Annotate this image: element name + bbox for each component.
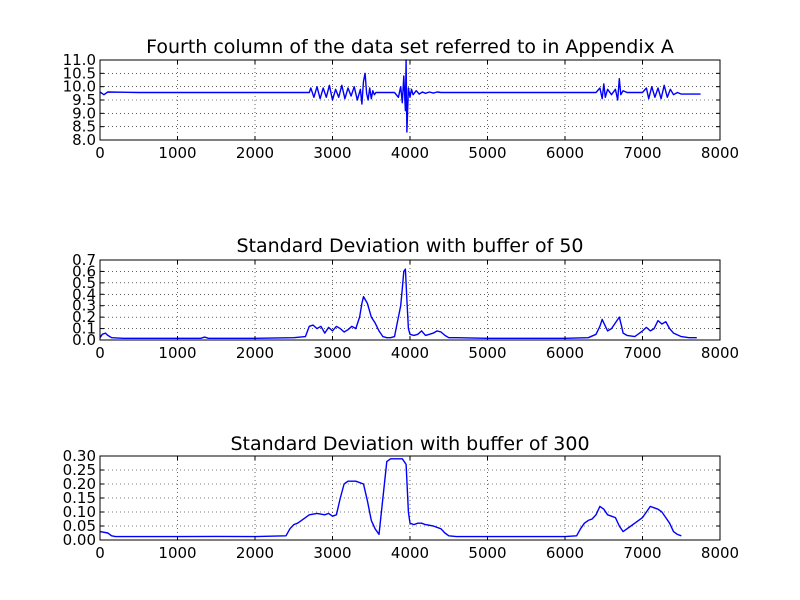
x-tick-label: 4000 [391, 144, 429, 162]
x-tick-label: 4000 [391, 344, 429, 362]
x-tick-label: 7000 [623, 144, 661, 162]
y-tick-label: 0.30 [63, 447, 96, 465]
x-tick-label: 1000 [158, 544, 196, 562]
x-tick-label: 6000 [546, 144, 584, 162]
panel-1-title: Fourth column of the data set referred t… [146, 36, 674, 58]
x-tick-label: 2000 [236, 344, 274, 362]
x-tick-label: 5000 [468, 544, 506, 562]
x-tick-label: 0 [95, 544, 105, 562]
y-tick-label: 0.7 [72, 251, 96, 269]
panel-2-title: Standard Deviation with buffer of 50 [236, 235, 583, 257]
x-tick-label: 5000 [468, 144, 506, 162]
x-tick-label: 3000 [313, 544, 351, 562]
x-tick-label: 1000 [158, 344, 196, 362]
x-tick-label: 3000 [313, 344, 351, 362]
x-tick-label: 2000 [236, 544, 274, 562]
x-tick-label: 8000 [701, 144, 739, 162]
x-tick-label: 5000 [468, 344, 506, 362]
x-tick-label: 8000 [701, 544, 739, 562]
x-tick-label: 4000 [391, 544, 429, 562]
x-tick-label: 1000 [158, 144, 196, 162]
x-tick-label: 6000 [546, 344, 584, 362]
y-tick-label: 11.0 [63, 51, 96, 69]
x-tick-label: 7000 [623, 544, 661, 562]
x-tick-label: 7000 [623, 344, 661, 362]
x-tick-label: 0 [95, 144, 105, 162]
panel-3-title: Standard Deviation with buffer of 300 [230, 433, 589, 455]
x-tick-label: 2000 [236, 144, 274, 162]
x-tick-label: 8000 [701, 344, 739, 362]
x-tick-label: 3000 [313, 144, 351, 162]
x-tick-label: 0 [95, 344, 105, 362]
x-tick-label: 6000 [546, 544, 584, 562]
